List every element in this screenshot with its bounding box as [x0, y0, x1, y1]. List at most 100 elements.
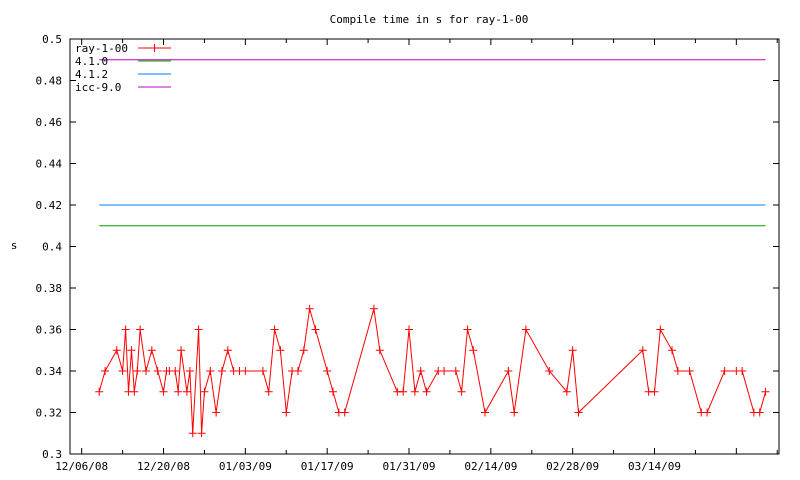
data-point [276, 346, 285, 355]
data-point [755, 408, 764, 417]
y-tick-label: 0.34 [36, 365, 63, 378]
data-point [127, 346, 136, 355]
y-tick-label: 0.4 [42, 241, 62, 254]
x-tick-label: 12/06/08 [55, 460, 108, 473]
data-point [133, 367, 142, 375]
data-point [223, 346, 232, 355]
data-point [258, 367, 267, 375]
data-point [182, 387, 191, 396]
data-point [200, 387, 209, 396]
data-point [188, 429, 197, 438]
data-point [405, 325, 414, 334]
data-point [101, 367, 110, 375]
y-tick-label: 0.36 [36, 324, 63, 337]
data-point [136, 325, 145, 334]
x-tick-label: 01/17/09 [301, 460, 354, 473]
data-point [685, 367, 694, 375]
legend-label: icc-9.0 [75, 81, 121, 94]
data-point [375, 346, 384, 355]
x-tick-label: 02/14/09 [464, 460, 517, 473]
y-tick-label: 0.44 [36, 158, 63, 171]
legend-label: ray-1-00 [75, 42, 128, 55]
data-point [761, 387, 770, 396]
data-point [399, 387, 408, 396]
y-tick-label: 0.38 [36, 282, 63, 295]
data-point [545, 367, 554, 375]
data-point [440, 367, 449, 375]
data-point [121, 325, 130, 334]
y-tick-label: 0.32 [36, 407, 63, 420]
y-tick-label: 0.42 [36, 199, 63, 212]
data-point [469, 346, 478, 355]
data-point [422, 387, 431, 396]
y-tick-label: 0.46 [36, 116, 63, 129]
data-point [153, 367, 162, 375]
data-point [510, 408, 519, 417]
data-point [720, 367, 729, 375]
data-point [171, 367, 180, 375]
data-point [463, 325, 472, 334]
data-point [323, 367, 332, 375]
data-point [299, 346, 308, 355]
data-point [174, 387, 183, 396]
data-point [311, 325, 320, 334]
x-tick-label: 01/31/09 [383, 460, 436, 473]
x-tick-label: 12/20/08 [137, 460, 190, 473]
data-point [738, 367, 747, 375]
y-tick-label: 0.48 [36, 75, 63, 88]
data-point [410, 387, 419, 396]
data-point [212, 408, 221, 417]
data-point [668, 346, 677, 355]
data-point [521, 325, 530, 334]
data-point [574, 408, 583, 417]
data-point [673, 367, 682, 375]
data-point [703, 408, 712, 417]
x-tick-label: 02/28/09 [546, 460, 599, 473]
data-point [141, 367, 150, 375]
y-axis-label: s [11, 239, 18, 252]
chart-title: Compile time in s for ray-1-00 [330, 13, 529, 26]
y-tick-label: 0.5 [42, 33, 62, 46]
y-axis-ticks: 0.3 0.32 0.34 0.36 0.38 0.4 0.42 0.44 0.46 0.48 0.… [36, 33, 779, 461]
data-point [118, 367, 127, 375]
data-point [451, 367, 460, 375]
data-point [241, 367, 250, 375]
data-point [95, 387, 104, 396]
data-point [369, 304, 378, 313]
data-point [656, 325, 665, 334]
series-layer [95, 59, 770, 438]
data-point [638, 346, 647, 355]
data-point [282, 408, 291, 417]
data-point [480, 408, 489, 417]
y-tick-label: 0.3 [42, 448, 62, 461]
data-point [194, 325, 203, 334]
legend-label: 4.1.0 [75, 55, 108, 68]
data-point [329, 387, 338, 396]
data-point [130, 387, 139, 396]
data-point [568, 346, 577, 355]
data-point [197, 429, 206, 438]
data-point [305, 304, 314, 313]
legend-label: 4.1.2 [75, 68, 108, 81]
data-point [147, 346, 156, 355]
data-point [264, 387, 273, 396]
data-point [177, 346, 186, 355]
data-point [217, 367, 226, 375]
x-tick-label: 01/03/09 [219, 460, 272, 473]
data-point [112, 346, 121, 355]
data-point [457, 387, 466, 396]
x-tick-label: 03/14/09 [628, 460, 681, 473]
data-point [270, 325, 279, 334]
data-point [650, 387, 659, 396]
data-point [504, 367, 513, 375]
data-point [293, 367, 302, 375]
data-point [416, 367, 425, 375]
series-line-ray-1-00 [98, 308, 767, 434]
data-point [206, 367, 215, 375]
data-point [562, 387, 571, 396]
data-point [185, 367, 194, 375]
data-point [340, 408, 349, 417]
x-axis-ticks: 12/06/08 12/20/08 01/03/09 01/17/09 01/31/09… [55, 39, 778, 473]
